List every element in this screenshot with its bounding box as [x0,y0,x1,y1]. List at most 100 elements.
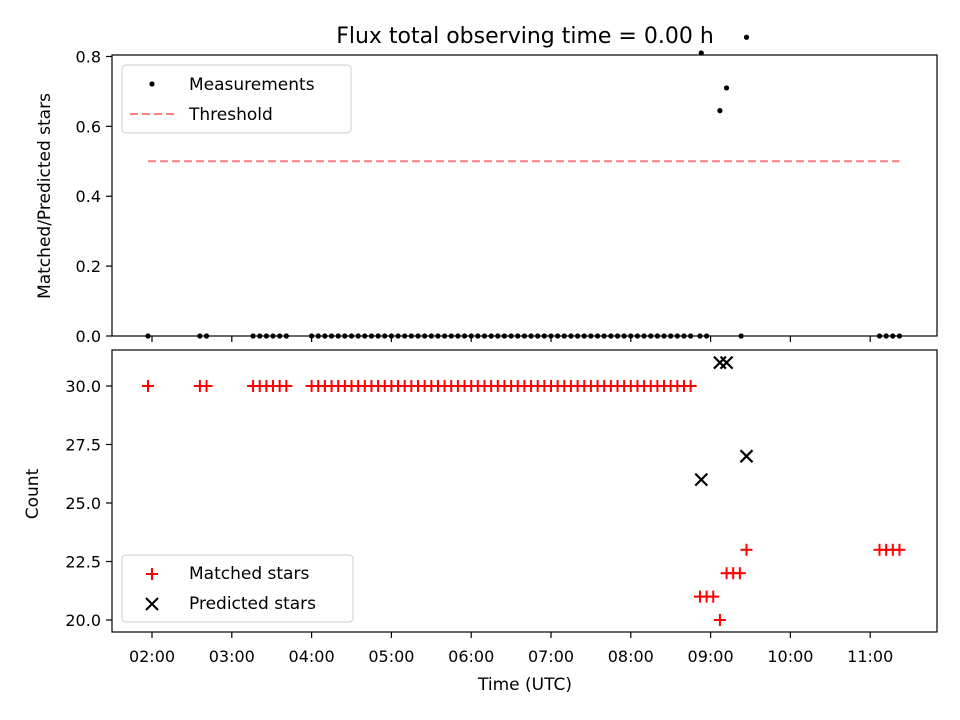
bottom-x-axis: 02:00 03:00 04:00 05:00 06:00 07:00 08:00 09:00… [129,632,893,666]
measurement-point [581,333,587,339]
measurement-point [395,333,401,339]
measurement-point [528,333,534,339]
x-tick-label: 03:00 [209,647,255,666]
x-tick-label: 05:00 [368,647,414,666]
measurement-point [738,333,744,339]
legend-threshold-label: Threshold [188,105,273,125]
measurement-point [541,333,547,339]
x-tick-label: 08:00 [608,647,654,666]
measurement-point [428,333,434,339]
measurement-point [697,333,703,339]
measurement-point [641,333,647,339]
matched-star-point [707,590,720,603]
measurement-point [322,333,328,339]
chart-title: Flux total observing time = 0.00 h [336,24,714,49]
measurement-point [561,333,567,339]
measurement-point [723,85,730,91]
measurement-point [575,333,581,339]
measurement-point [535,333,541,339]
measurement-point [382,333,388,339]
measurement-point [342,333,348,339]
measurement-point [634,333,641,339]
x-tick-label: 07:00 [528,647,574,666]
matched-star-point [684,380,697,392]
measurement-point [648,333,654,339]
measurement-point [555,333,561,339]
measurement-point [402,333,408,339]
measurement-point [197,333,203,339]
predicted-star-point [694,472,709,487]
x-tick-label: 09:00 [688,647,734,666]
measurement-point [896,333,903,339]
bottom-panel: 20.0 22.5 25.0 27.5 30.0 02:00 03:00 04:00 05:0… [23,349,938,695]
measurement-point [415,333,421,339]
y-tick-label: 22.5 [65,553,101,572]
measurement-point [568,333,574,339]
measurement-point [257,333,263,339]
measurement-point [442,333,448,339]
measurement-point [145,333,151,339]
bottom-y-axis: 20.0 22.5 25.0 27.5 30.0 [65,377,112,630]
measurement-point [883,333,889,339]
y-tick-label: 0.8 [76,47,101,66]
measurement-point [717,108,723,114]
measurement-point [263,333,269,339]
x-tick-label: 06:00 [448,647,494,666]
bottom-y-axis-label: Count [23,468,43,519]
x-tick-label: 11:00 [847,647,893,666]
y-tick-label: 20.0 [65,611,101,630]
y-tick-label: 0.4 [76,187,101,206]
measurement-point [698,50,704,56]
y-tick-label: 0.0 [76,327,101,346]
y-tick-label: 27.5 [65,436,101,455]
measurement-point [448,333,454,339]
y-tick-label: 30.0 [65,377,101,396]
measurement-point [495,333,501,339]
measurement-point [654,333,661,339]
legend-measurements-marker [149,81,155,87]
measurement-point [375,333,381,339]
measurement-point [270,333,276,339]
measurement-point [488,333,494,339]
matched-star-point [893,543,906,556]
top-legend: Measurements Threshold [121,64,352,134]
measurement-point [588,333,594,339]
measurement-point [521,333,528,339]
measurement-point [601,333,607,339]
y-tick-label: 0.6 [76,117,101,136]
y-tick-label: 25.0 [65,494,101,513]
bottom-legend: Matched stars Predicted stars [121,554,354,623]
measurement-point [250,333,256,339]
matched-star-point [713,614,726,626]
matched-star-point [733,567,746,580]
measurement-point [368,333,375,339]
measurement-point [481,333,488,339]
bottom-legend-box [121,554,354,623]
measurement-point [435,333,441,339]
measurement-point [661,333,667,339]
measurement-point [674,333,680,339]
measurement-point [501,333,508,339]
predicted-star-point [739,449,754,463]
matched-star-point [280,380,293,392]
measurement-point [362,333,368,339]
legend-measurements-label: Measurements [189,75,315,95]
measurement-point [283,333,289,339]
measurement-point [461,333,468,339]
measurement-point [508,333,514,339]
measurement-point [688,333,694,339]
measurement-point [315,333,321,339]
measurement-point [422,333,428,339]
measurement-point [335,333,341,339]
measurement-point [355,333,361,339]
x-axis-label: Time (UTC) [477,675,572,695]
top-plot-marks [145,34,903,339]
legend-predicted-marker [145,597,159,611]
measurement-point [876,333,883,339]
measurement-point [408,333,414,339]
predicted-star-point [719,355,734,370]
measurement-point [890,333,896,339]
measurement-point [743,34,750,40]
measurement-point [475,333,481,339]
